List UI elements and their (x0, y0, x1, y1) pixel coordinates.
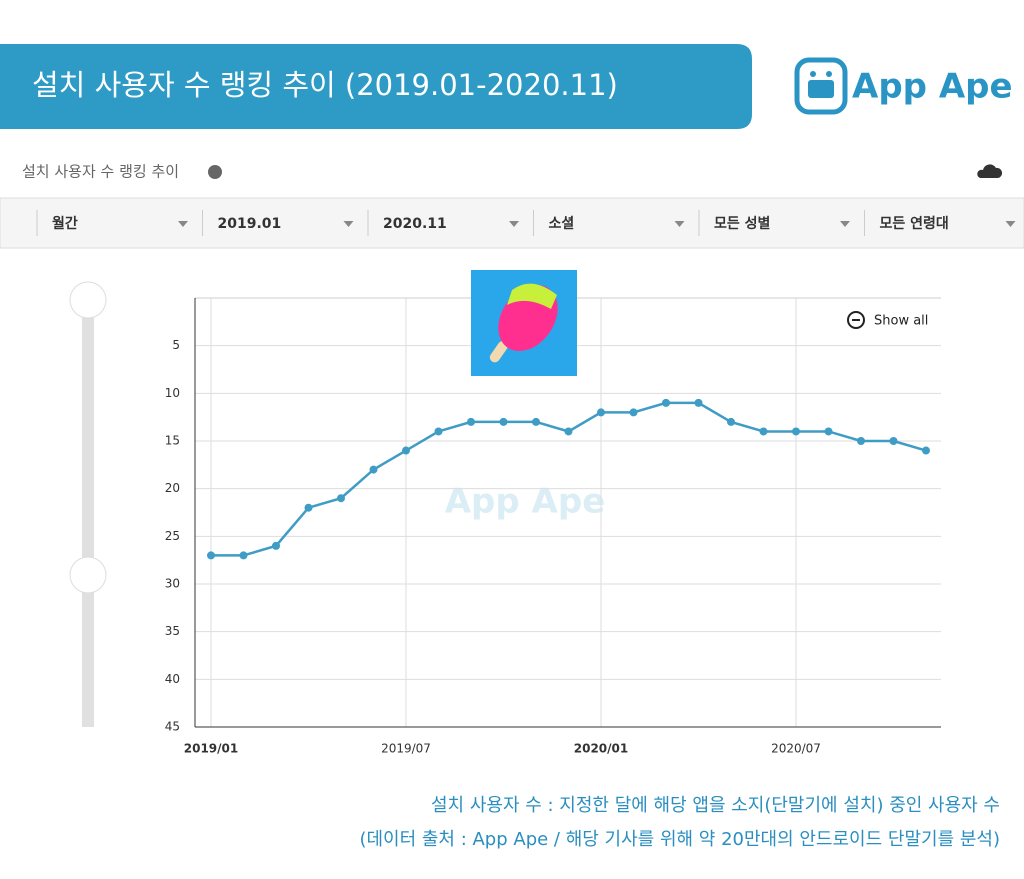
point (662, 398, 670, 407)
point (337, 494, 345, 503)
header-bar (0, 44, 752, 129)
point (369, 465, 378, 474)
download-icon[interactable] (977, 164, 1003, 178)
y-tick-label: 20 (165, 481, 180, 495)
filter-label: 2019.01 (218, 216, 282, 232)
point (272, 541, 280, 550)
dropdown-arrow[interactable] (178, 221, 188, 227)
brand-logo (794, 57, 848, 115)
slider-handle[interactable] (69, 281, 107, 319)
app-icon (471, 270, 577, 376)
show-all[interactable]: Show all (874, 314, 928, 329)
point (824, 427, 833, 436)
x-tick-label: 2019/01 (184, 742, 238, 756)
zoom-icon[interactable] (847, 311, 865, 329)
point (467, 417, 475, 426)
y-tick-label: 30 (165, 577, 180, 591)
y-tick-label: 25 (165, 529, 180, 543)
point (922, 446, 930, 455)
dropdown-arrow[interactable] (509, 221, 519, 227)
x-tick-label: 2020/07 (771, 742, 821, 756)
note: 설치 사용자 수 : 지정한 달에 해당 앱을 소지(단말기에 설치) 중인 사… (431, 795, 1000, 816)
dropdown-arrow[interactable] (674, 221, 685, 227)
point (597, 408, 605, 417)
slider-track (82, 300, 94, 727)
point (499, 417, 508, 426)
point (304, 503, 313, 512)
line (211, 401, 927, 557)
dropdown-arrow[interactable] (1005, 221, 1016, 227)
point (434, 427, 443, 436)
y-tick-label: 5 (172, 338, 180, 352)
y-tick-label: 45 (165, 720, 180, 734)
dropdown-arrow[interactable] (840, 221, 850, 227)
point (694, 398, 703, 407)
point (792, 427, 800, 436)
point (857, 437, 865, 445)
point (564, 427, 573, 436)
header-title: 설치 사용자 수 랭킹 추이 (2019.01-2020.11) (32, 68, 618, 102)
point (207, 551, 215, 560)
y-tick-label: 40 (165, 672, 180, 686)
filter-label: 2020.11 (383, 216, 447, 232)
point (402, 446, 410, 455)
filter-label: 월간 (52, 215, 78, 232)
point (239, 551, 248, 560)
point (629, 408, 638, 417)
y-tick-label: 35 (165, 624, 180, 638)
point (532, 417, 540, 426)
point (727, 417, 735, 426)
x-tick-label: 2020/01 (574, 742, 628, 756)
filter-label: 모든 성별 (714, 215, 770, 232)
x-tick-label: 2019/07 (381, 742, 431, 756)
help-icon[interactable] (208, 165, 222, 179)
watermark: App Ape (445, 482, 606, 522)
point (889, 437, 898, 445)
filter-label: 모든 연령대 (880, 216, 949, 232)
point (759, 427, 768, 436)
slider-handle[interactable] (69, 556, 107, 594)
brand-name: App Ape (852, 67, 1013, 107)
panel-title: 설치 사용자 수 랭킹 추이 (22, 163, 179, 181)
dropdown-arrow[interactable] (343, 221, 354, 227)
note: (데이터 출처 : App Ape / 해당 기사를 위해 약 20만대의 안드… (359, 829, 1000, 850)
y-tick-label: 15 (165, 434, 180, 448)
filter-label: 소셜 (549, 216, 575, 232)
y-tick-label: 10 (165, 386, 180, 400)
